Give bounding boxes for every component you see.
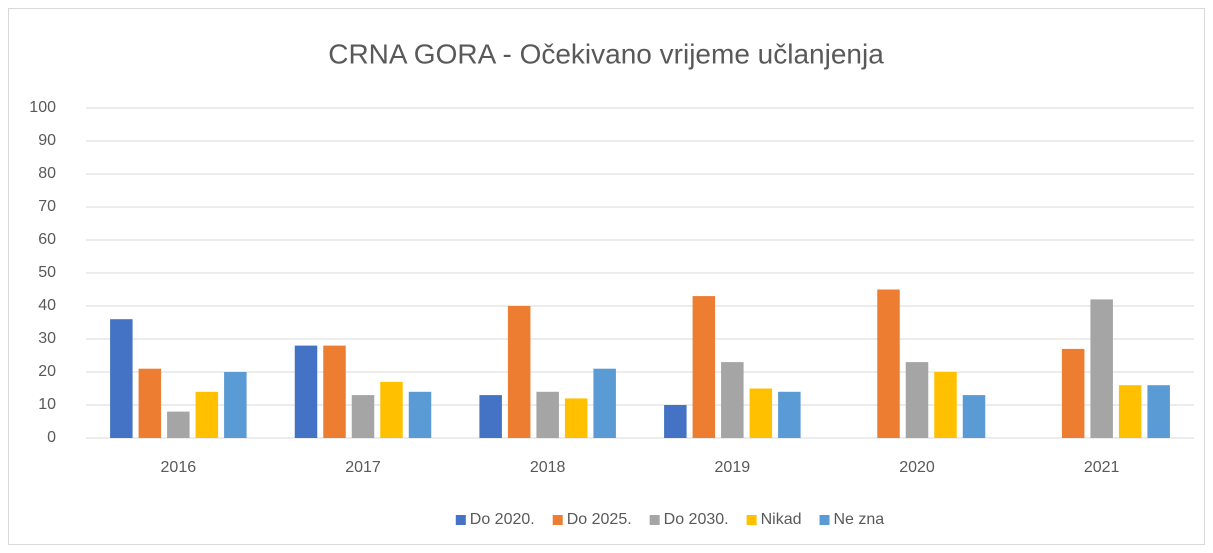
bar xyxy=(1147,385,1170,438)
bar xyxy=(323,345,346,438)
bar xyxy=(877,289,900,438)
x-tick-label: 2016 xyxy=(161,459,197,476)
legend-swatch xyxy=(649,515,660,525)
legend-swatch xyxy=(552,515,563,525)
legend-swatch xyxy=(746,515,757,525)
bar xyxy=(507,306,531,438)
legend-swatch xyxy=(455,515,466,525)
x-tick-label: 2019 xyxy=(715,459,751,476)
bar xyxy=(138,368,162,438)
bar xyxy=(593,368,616,438)
bar xyxy=(195,391,219,438)
bar xyxy=(479,395,502,438)
y-tick-label: 20 xyxy=(38,363,56,380)
bar xyxy=(1061,348,1085,438)
bar xyxy=(905,362,929,438)
bar xyxy=(934,372,957,438)
y-tick-label: 70 xyxy=(38,198,56,215)
bar xyxy=(408,391,432,438)
bar xyxy=(778,391,801,438)
bar xyxy=(110,319,133,438)
bar xyxy=(1118,385,1142,438)
bar xyxy=(692,296,716,438)
bar xyxy=(749,388,773,438)
y-tick-label: 80 xyxy=(38,165,56,182)
x-tick-label: 2020 xyxy=(899,459,935,476)
bar xyxy=(664,405,687,438)
x-tick-label: 2017 xyxy=(345,459,381,476)
y-tick-label: 50 xyxy=(38,264,56,281)
bar xyxy=(962,395,986,438)
chart-title: CRNA GORA - Očekivano vrijeme učlanjenja xyxy=(328,38,884,69)
bar xyxy=(536,391,559,438)
bar xyxy=(380,381,403,438)
y-tick-label: 60 xyxy=(38,231,56,248)
bar xyxy=(1090,299,1113,438)
y-tick-label: 100 xyxy=(29,99,56,116)
legend-label: Do 2025. xyxy=(567,511,632,528)
legend-label: Do 2020. xyxy=(470,511,535,528)
bar xyxy=(351,395,375,438)
bar xyxy=(721,362,744,438)
bar xyxy=(224,372,247,438)
y-tick-label: 90 xyxy=(38,132,56,149)
y-tick-label: 40 xyxy=(38,297,56,314)
bar xyxy=(167,411,190,438)
legend-label: Nikad xyxy=(761,511,802,528)
x-tick-label: 2018 xyxy=(530,459,566,476)
legend-label: Ne zna xyxy=(834,511,885,528)
y-tick-label: 10 xyxy=(38,396,56,413)
legend-label: Do 2030. xyxy=(664,511,729,528)
legend-swatch xyxy=(819,515,830,525)
bar xyxy=(294,345,318,438)
y-tick-label: 0 xyxy=(47,429,56,446)
bar xyxy=(564,398,588,438)
y-tick-label: 30 xyxy=(38,330,56,347)
x-tick-label: 2021 xyxy=(1084,459,1120,476)
chart-frame xyxy=(8,8,1205,545)
